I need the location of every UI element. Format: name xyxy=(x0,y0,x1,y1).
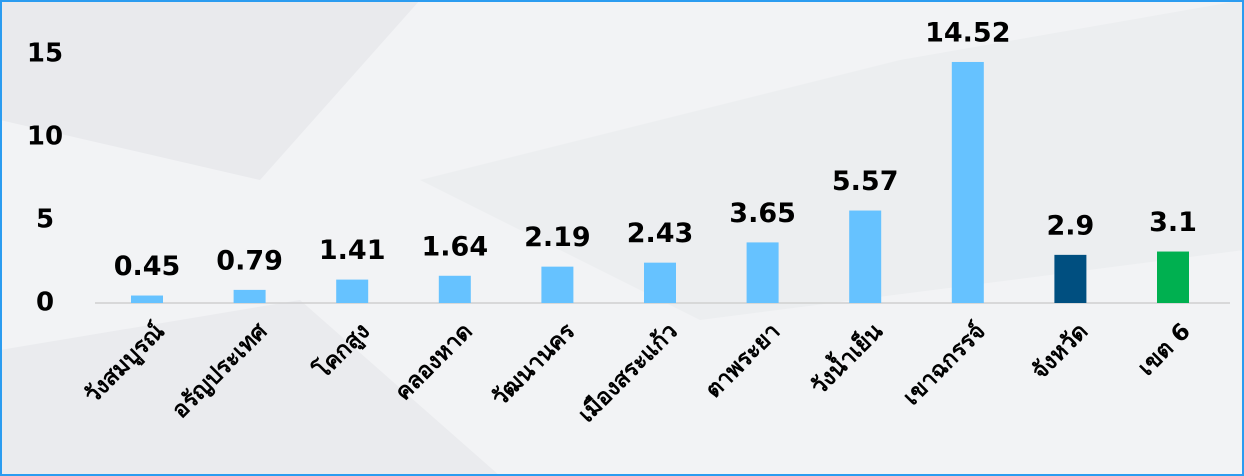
bar xyxy=(1054,254,1087,303)
bar xyxy=(541,266,574,303)
bar xyxy=(131,295,163,303)
bar xyxy=(336,279,369,303)
decor xyxy=(0,300,500,476)
y-tick-label: 0 xyxy=(36,288,54,318)
value-label: 0.79 xyxy=(216,245,283,276)
bar xyxy=(233,289,266,303)
value-label: 14.52 xyxy=(925,17,1010,48)
value-label: 2.19 xyxy=(524,222,591,253)
value-label: 1.41 xyxy=(319,235,386,266)
value-label: 0.45 xyxy=(114,251,181,282)
value-label: 2.9 xyxy=(1046,210,1094,241)
y-tick-label: 15 xyxy=(27,39,63,69)
bar xyxy=(438,275,471,303)
bar xyxy=(644,262,676,303)
value-label: 2.43 xyxy=(627,218,694,249)
bar xyxy=(746,242,779,303)
bar xyxy=(1157,251,1189,303)
value-label: 1.64 xyxy=(421,231,488,262)
value-label: 3.65 xyxy=(729,198,796,229)
decor xyxy=(0,0,420,180)
value-label: 5.57 xyxy=(832,166,899,197)
value-label: 3.1 xyxy=(1149,207,1197,238)
bar xyxy=(951,61,984,303)
decor xyxy=(420,0,1244,320)
y-tick-label: 10 xyxy=(27,122,63,152)
y-tick-label: 5 xyxy=(36,205,54,235)
bar xyxy=(849,210,882,303)
